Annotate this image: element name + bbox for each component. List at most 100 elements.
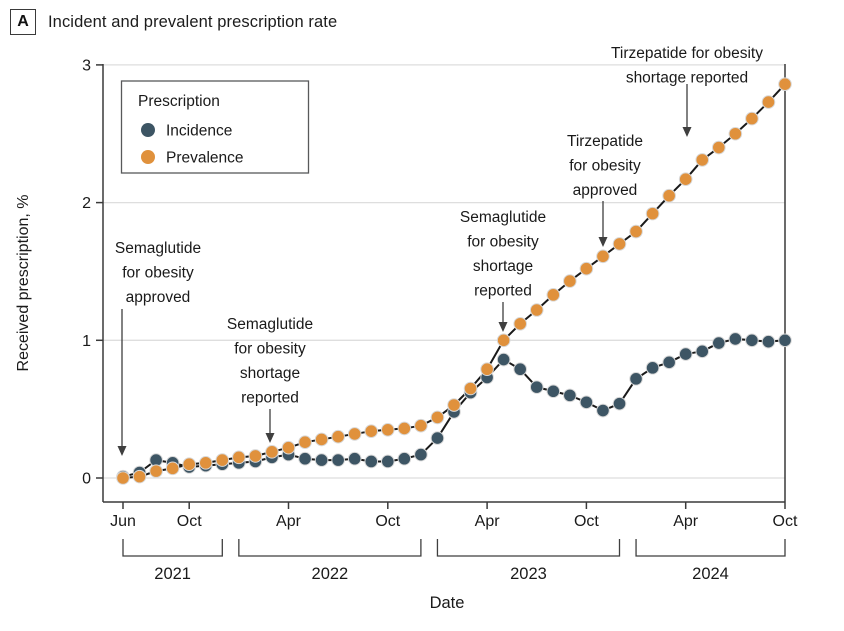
figure-header: A Incident and prevalent prescription ra…	[10, 9, 337, 35]
data-point-prevalence	[745, 111, 759, 126]
annotation-text: shortage reported	[626, 70, 748, 87]
data-point-incidence	[712, 336, 726, 350]
annotation-text: for obesity	[122, 265, 194, 282]
data-point-prevalence	[529, 303, 544, 317]
annotation-text: reported	[241, 390, 299, 407]
annotation-arrowhead-icon	[498, 322, 508, 332]
data-point-incidence	[695, 344, 710, 359]
x-tick-label: Oct	[177, 513, 202, 530]
data-point-prevalence	[132, 469, 147, 484]
data-point-incidence	[678, 347, 693, 361]
year-bracket-2024	[635, 539, 786, 557]
data-point-prevalence	[232, 450, 246, 465]
data-point-prevalence	[215, 453, 230, 467]
axes	[102, 64, 786, 503]
data-point-prevalence	[546, 288, 561, 302]
data-point-prevalence	[331, 429, 345, 444]
y-tick-label: 2	[82, 195, 91, 212]
data-point-prevalence	[728, 126, 743, 141]
data-point-prevalence	[381, 423, 395, 437]
data-point-incidence	[496, 352, 511, 367]
annotation-text: Semaglutide	[460, 209, 546, 226]
x-tick-label: Apr	[276, 513, 302, 530]
annotation-arrowhead-icon	[265, 433, 275, 443]
data-point-incidence	[430, 431, 445, 445]
data-point-prevalence	[662, 188, 676, 203]
annotation-tirzepatide-shortage: Tirzepatide for obesity shortage reported	[611, 45, 763, 137]
legend-title: Prescription	[138, 93, 220, 110]
data-point-prevalence	[281, 440, 296, 455]
data-point-incidence	[513, 362, 528, 377]
annotation-text: for obesity	[234, 341, 306, 358]
data-point-prevalence	[314, 432, 329, 447]
x-tick-label: Oct	[375, 513, 400, 530]
annotation-arrowhead-icon	[682, 127, 692, 137]
data-point-incidence	[298, 451, 312, 466]
data-point-incidence	[529, 380, 544, 394]
data-point-prevalence	[198, 456, 213, 470]
data-point-prevalence	[778, 77, 792, 91]
data-point-prevalence	[149, 464, 163, 478]
data-point-prevalence	[248, 449, 263, 463]
gridlines	[103, 64, 785, 479]
annotation-text: Semaglutide	[115, 240, 201, 257]
y-tick-label: 1	[82, 333, 91, 350]
x-tick-label: Jun	[110, 513, 136, 530]
data-point-prevalence	[463, 381, 478, 396]
data-point-prevalence	[645, 206, 660, 221]
x-tick-label: Apr	[673, 513, 699, 530]
annotation-semaglutide-approved: Semaglutide for obesity approved	[115, 240, 201, 456]
data-point-incidence	[579, 395, 594, 410]
annotation-text: for obesity	[569, 158, 641, 175]
data-point-prevalence	[563, 274, 577, 288]
data-point-prevalence	[596, 249, 610, 264]
data-point-prevalence	[298, 435, 312, 449]
data-point-prevalence	[414, 418, 428, 433]
annotation-semaglutide-shortage-2023: Semaglutide for obesity shortage reported	[460, 209, 546, 332]
series-points-prevalence	[116, 77, 792, 485]
data-point-incidence	[414, 447, 428, 462]
legend-marker-prevalence	[141, 150, 155, 164]
annotation-text: shortage	[240, 365, 300, 382]
data-point-incidence	[745, 333, 759, 348]
annotation-semaglutide-shortage-2022: Semaglutide for obesity shortage reported	[227, 316, 313, 443]
annotation-text: approved	[126, 289, 191, 306]
data-point-incidence	[662, 355, 676, 370]
data-point-prevalence	[678, 172, 693, 186]
data-point-incidence	[563, 388, 577, 403]
data-point-incidence	[596, 403, 610, 418]
data-point-prevalence	[695, 153, 710, 167]
data-point-incidence	[629, 372, 643, 386]
year-brackets: 2021 2022 2023 2024	[122, 539, 786, 583]
data-point-prevalence	[496, 333, 511, 348]
annotation-text: approved	[573, 182, 638, 199]
data-point-incidence	[364, 454, 379, 469]
year-label-2021: 2021	[154, 565, 191, 583]
data-point-incidence	[314, 453, 329, 467]
y-tick-label: 3	[82, 57, 91, 74]
data-point-incidence	[381, 454, 395, 469]
x-tick-label: Oct	[773, 513, 798, 530]
data-point-prevalence	[116, 471, 130, 485]
annotation-text: shortage	[473, 258, 533, 275]
data-point-prevalence	[579, 261, 594, 276]
legend: Prescription Incidence Prevalence	[120, 80, 310, 174]
data-point-prevalence	[347, 427, 362, 441]
annotation-text: reported	[474, 283, 532, 300]
data-point-prevalence	[397, 421, 412, 436]
data-point-prevalence	[761, 95, 776, 109]
data-point-incidence	[645, 361, 660, 375]
annotation-arrowhead-icon	[117, 446, 127, 456]
year-bracket-2022	[238, 539, 422, 557]
data-point-prevalence	[480, 362, 494, 377]
data-point-incidence	[761, 334, 776, 349]
data-point-prevalence	[447, 398, 461, 412]
legend-marker-incidence	[141, 123, 155, 137]
data-point-incidence	[546, 384, 561, 399]
x-tick-label: Apr	[475, 513, 501, 530]
annotation-arrowhead-icon	[598, 237, 608, 247]
panel-label-badge: A	[10, 9, 36, 35]
data-point-prevalence	[182, 457, 196, 472]
